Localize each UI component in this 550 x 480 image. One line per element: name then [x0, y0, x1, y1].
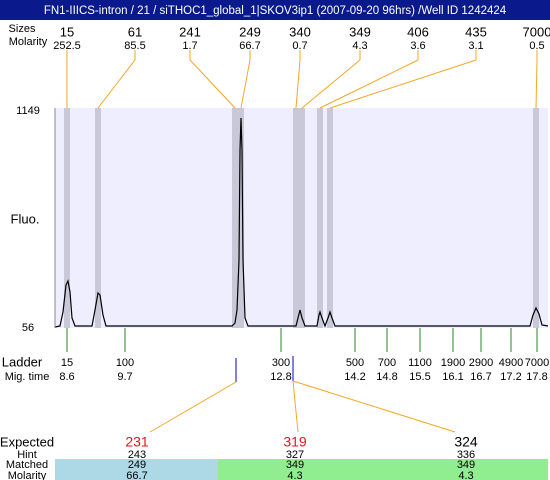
row-label: Ladder	[2, 354, 43, 369]
row-label: Sizes	[9, 23, 36, 35]
peak-molarity: 4.3	[352, 40, 367, 52]
matched-value: 349	[286, 459, 304, 471]
peak-band	[299, 108, 305, 328]
peak-band	[64, 108, 70, 328]
connector	[149, 381, 237, 433]
expected-value: 319	[283, 434, 307, 450]
hint-value: 327	[286, 449, 304, 461]
peak-molarity: 66.7	[239, 40, 260, 52]
peak-connector	[97, 59, 136, 109]
peak-molarity: 3.6	[410, 40, 425, 52]
hint-value: 336	[457, 449, 475, 461]
mig-time: 16.7	[470, 371, 491, 383]
peak-molarity: 0.7	[292, 40, 307, 52]
matched-value: 349	[457, 459, 475, 471]
connector	[292, 380, 456, 433]
expected-value: 324	[454, 434, 478, 450]
y-min-label: 56	[22, 322, 34, 334]
ladder-size: 300	[272, 357, 290, 369]
molarity-value: 4.3	[458, 470, 473, 480]
matched-cell-blue	[55, 459, 218, 480]
ladder-size: 1100	[408, 357, 432, 369]
mig-time: 14.8	[376, 371, 397, 383]
peak-size: 249	[239, 24, 261, 39]
connector	[292, 380, 299, 433]
ladder-size: 500	[346, 357, 364, 369]
mig-time: 12.8	[270, 371, 291, 383]
peak-connector	[189, 59, 236, 109]
window-title: FN1-IIICS-intron / 21 / siTHOC1_global_1…	[44, 5, 507, 17]
mig-time: 15.5	[409, 371, 430, 383]
y-axis-label: Fluo.	[11, 211, 40, 226]
ladder-size: 700	[378, 357, 396, 369]
row-label: Molarity	[9, 36, 48, 48]
peak-molarity: 1.7	[182, 40, 197, 52]
title-bar	[0, 0, 550, 20]
mig-time: 17.8	[526, 371, 547, 383]
ladder-size: 2900	[469, 357, 493, 369]
peak-size: 61	[128, 24, 142, 39]
peak-band	[317, 108, 323, 328]
peak-band	[238, 108, 244, 328]
ladder-size: 4900	[499, 357, 523, 369]
peak-size: 349	[349, 24, 371, 39]
matched-value: 249	[128, 459, 146, 471]
mig-time: 14.2	[344, 371, 365, 383]
peak-size: 340	[289, 24, 311, 39]
row-label: Mig. time	[5, 371, 50, 383]
peak-molarity: 252.5	[53, 40, 81, 52]
mig-time: 9.7	[117, 371, 132, 383]
row-label: Molarity	[8, 470, 47, 480]
peak-connector	[295, 59, 301, 109]
row-label: Matched	[6, 459, 48, 471]
peak-size: 241	[179, 24, 201, 39]
peak-size: 406	[407, 24, 429, 39]
ladder-size: 7000	[525, 357, 549, 369]
peak-size: 15	[60, 24, 74, 39]
peak-bands	[64, 108, 539, 328]
peak-connector	[301, 59, 361, 109]
mig-time: 17.2	[500, 371, 521, 383]
hint-value: 243	[128, 449, 146, 461]
ladder-size: 100	[116, 357, 134, 369]
peak-molarity: 85.5	[124, 40, 145, 52]
peak-connector	[319, 59, 419, 109]
peak-connector	[535, 59, 538, 109]
peak-connector	[329, 59, 477, 109]
y-max-label: 1149	[16, 105, 40, 117]
mig-time: 16.1	[442, 371, 463, 383]
molarity-value: 66.7	[126, 470, 147, 480]
fluorescence-trace	[54, 117, 549, 328]
expected-value: 231	[125, 434, 149, 450]
row-label: Expected	[0, 434, 54, 449]
matched-cell-green	[218, 459, 548, 480]
peak-connector	[240, 59, 251, 109]
peak-band	[327, 108, 333, 328]
peak-molarity: 3.1	[468, 40, 483, 52]
peak-size: 435	[465, 24, 487, 39]
peak-band	[232, 108, 238, 328]
peak-size: 7000	[523, 24, 550, 39]
peak-band	[533, 108, 539, 328]
row-label: Hint	[17, 449, 37, 461]
peak-band	[95, 108, 101, 328]
peak-molarity: 0.5	[529, 40, 544, 52]
peak-band	[293, 108, 299, 328]
molarity-value: 4.3	[287, 470, 302, 480]
ladder-size: 1900	[441, 357, 465, 369]
mig-time: 8.6	[59, 371, 74, 383]
ladder-size: 15	[61, 357, 73, 369]
